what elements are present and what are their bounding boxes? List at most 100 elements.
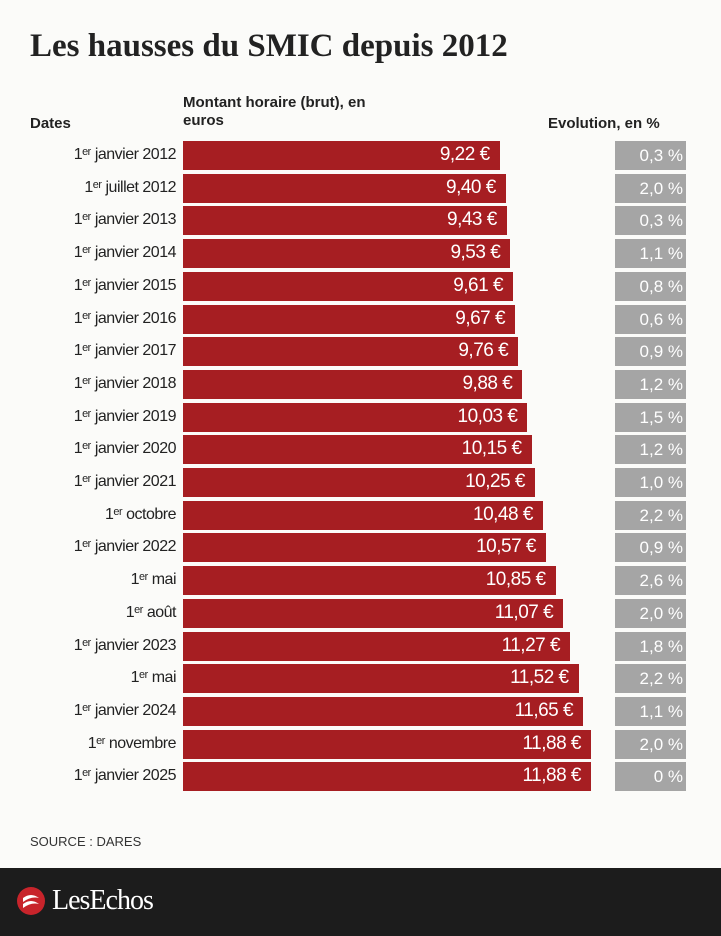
evolution-label: 2,2 %: [639, 669, 683, 689]
date: 1ᵉʳ janvier 2014: [73, 244, 177, 262]
evolution-box: [615, 271, 686, 301]
brand: LesEchos: [52, 885, 154, 916]
date: 1ᵉʳ octobre: [105, 505, 177, 523]
evolution-label: 1,5 %: [639, 407, 683, 427]
bar: [183, 468, 536, 497]
bar: [183, 141, 500, 170]
bar: [183, 271, 514, 301]
bar: [183, 664, 579, 694]
bar: [183, 337, 519, 367]
bar: [183, 762, 591, 792]
date: 1ᵉʳ janvier 2016: [73, 309, 177, 327]
bar: [183, 500, 543, 530]
evolution-box: [615, 631, 686, 661]
bar: [183, 402, 528, 432]
evolution-label: 2,0 %: [639, 178, 683, 198]
evolution-box: [615, 337, 686, 367]
evolution-box: [615, 696, 686, 726]
evolution-box: [615, 304, 686, 334]
evolution-box: [615, 369, 686, 399]
date: 1ᵉʳ novembre: [87, 734, 177, 752]
evolution-box: [615, 402, 686, 432]
bar: [183, 435, 532, 465]
bar: [183, 696, 584, 726]
bar: [183, 533, 546, 563]
evolution-box: [615, 141, 686, 170]
date: 1ᵉʳ mai: [130, 669, 177, 687]
evolution-box: [615, 533, 686, 563]
value-label: 9,61 €: [453, 274, 504, 296]
date: 1ᵉʳ janvier 2012: [73, 146, 177, 163]
evolution-box: [615, 598, 686, 628]
evolution-box: [615, 566, 686, 596]
value-label: 10,48 €: [473, 503, 533, 525]
evolution-label: 1,8 %: [639, 636, 683, 656]
bar: [183, 729, 591, 759]
value-label: 11,07 €: [494, 601, 554, 623]
logo-icon: [17, 887, 45, 915]
bar: [183, 566, 556, 596]
evolution-box: [615, 664, 686, 694]
date: 1ᵉʳ mai: [130, 571, 177, 589]
evolution-box: [615, 468, 686, 497]
evolution-label: 0 %: [653, 767, 683, 787]
bar: [183, 173, 506, 203]
date: 1ᵉʳ janvier 2020: [73, 440, 177, 458]
footer: [0, 868, 721, 936]
evolution-label: 2,6 %: [639, 571, 683, 591]
date: 1ᵉʳ janvier 2019: [73, 407, 177, 425]
date: 1ᵉʳ janvier 2021: [73, 473, 177, 490]
value-label: 10,15 €: [461, 438, 522, 460]
bar: [183, 304, 516, 334]
bar: [183, 598, 564, 628]
value-label: 9,67 €: [455, 307, 506, 329]
evolution-box: [615, 206, 686, 236]
value-label: 10,03 €: [457, 405, 518, 427]
value-label: 10,57 €: [476, 536, 536, 558]
value-label: 9,53 €: [450, 242, 501, 264]
value-label: 10,25 €: [465, 471, 526, 492]
date: 1ᵉʳ janvier 2024: [73, 701, 177, 719]
date: 1ᵉʳ janvier 2018: [73, 374, 177, 392]
evolution-box: [615, 500, 686, 530]
value-label: 9,88 €: [462, 372, 513, 394]
chart-title: Les hausses du SMIC depuis 2012: [30, 28, 508, 64]
value-label: 9,40 €: [446, 176, 496, 198]
evolution-label: 0,9 %: [639, 538, 683, 558]
date: 1ᵉʳ janvier 2017: [73, 342, 177, 360]
value-label: 11,88 €: [522, 765, 582, 787]
date: 1ᵉʳ août: [125, 603, 177, 621]
bar: [183, 631, 571, 661]
evolution-label: 1,1 %: [639, 244, 683, 264]
evolution-label: 0,8 %: [639, 276, 683, 296]
value-label: 9,22 €: [439, 144, 490, 165]
date: 1ᵉʳ janvier 2015: [73, 276, 177, 294]
evolution-label: 2,0 %: [639, 734, 683, 754]
date: 1ᵉʳ janvier 2025: [73, 767, 177, 785]
evolution-box: [615, 239, 686, 269]
evolution-label: 1,2 %: [639, 440, 683, 460]
evolution-label: 0,9 %: [639, 342, 683, 362]
bar: [183, 206, 507, 236]
bar: [183, 369, 523, 399]
value-label: 11,52 €: [510, 667, 569, 689]
evolution-label: 1,1 %: [639, 701, 683, 721]
value-label: 11,27 €: [501, 634, 561, 656]
evolution-box: [615, 729, 686, 759]
category-header: Dates: [30, 115, 71, 132]
date: 1ᵉʳ janvier 2023: [73, 636, 177, 654]
series-header: Montant horaire (brut), en euros: [183, 94, 366, 129]
value-label: 9,43 €: [447, 209, 497, 231]
evolution-box: [615, 435, 686, 465]
series-header: Evolution, en %: [548, 115, 660, 132]
value-label: 11,65 €: [514, 699, 574, 721]
value-label: 11,88 €: [522, 732, 582, 754]
evolution-box: [615, 173, 686, 203]
evolution-label: 0,6 %: [639, 309, 683, 329]
evolution-label: 1,2 %: [639, 374, 683, 394]
evolution-label: 1,0 %: [639, 473, 683, 492]
bar: [183, 239, 511, 269]
date: 1ᵉʳ janvier 2013: [73, 211, 177, 229]
evolution-label: 0,3 %: [639, 146, 683, 165]
